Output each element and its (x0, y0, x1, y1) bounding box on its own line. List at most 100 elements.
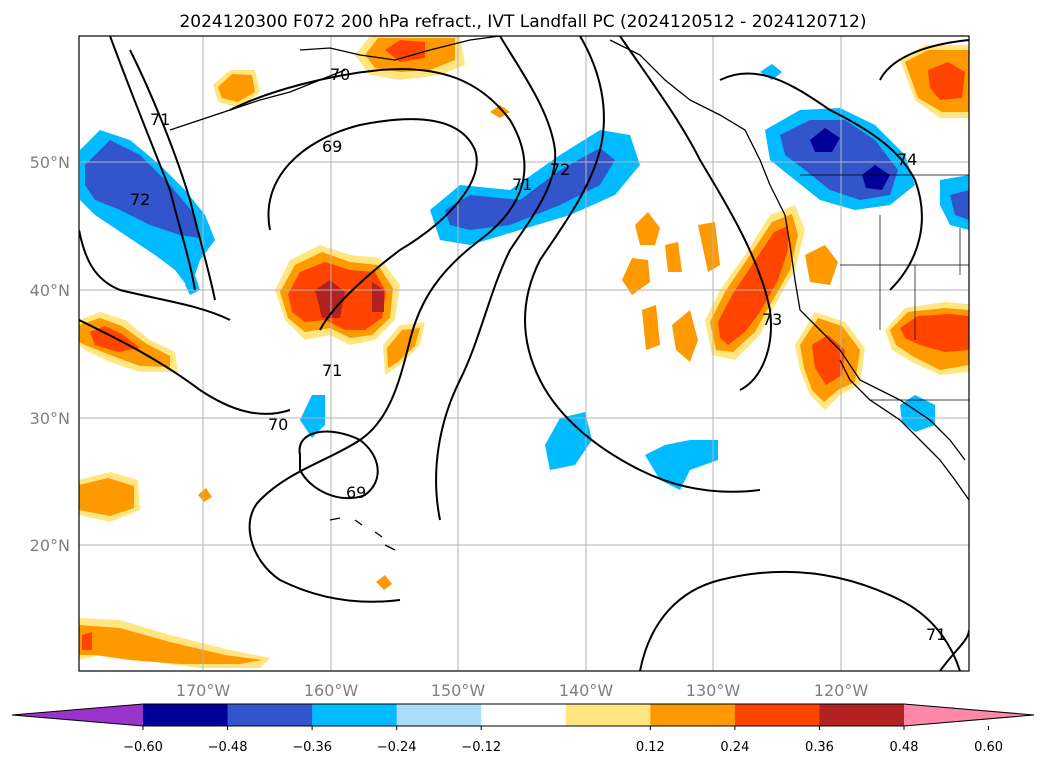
colorbar-bin (734, 704, 820, 726)
colorbar-bin (650, 704, 736, 726)
coastlines (169, 36, 969, 551)
colorbar-tick-label: −0.12 (461, 740, 501, 755)
shade-pos2-h (805, 245, 838, 285)
contour-label: 73 (762, 310, 782, 329)
lat-axis: 50°N 40°N 30°N 20°N (30, 153, 70, 555)
lon-tick-label: 140°W (559, 681, 614, 700)
border-states (840, 215, 969, 340)
colorbar-bin (143, 704, 229, 726)
shade-neg4-bc2 (862, 165, 890, 190)
shade-pos2-w2 (79, 478, 134, 516)
lat-tick-label: 40°N (30, 281, 70, 300)
contour-74 (719, 72, 923, 291)
contour-label: 71 (322, 361, 342, 380)
colorbar-tick-label: −0.36 (292, 740, 332, 755)
lat-tick-label: 50°N (30, 153, 70, 172)
shade-pos2-k (376, 575, 392, 590)
gridlines (79, 36, 969, 671)
shade-neg4-bc1 (810, 128, 840, 152)
shade-neg3-mid (445, 148, 615, 230)
shade-pos3-w3 (82, 632, 92, 650)
contour-label: 71 (150, 110, 170, 129)
colorbar-tick-label: 0.24 (720, 740, 749, 755)
lon-tick-label: 120°W (814, 681, 869, 700)
contour-label: 69 (346, 483, 366, 502)
shade-pos3-ne (928, 62, 965, 100)
coast-bc (609, 39, 786, 216)
coast-hawaii (329, 517, 396, 551)
contour-69 (267, 118, 478, 331)
lat-tick-label: 30°N (30, 409, 70, 428)
shade-pos3-ca (718, 226, 788, 345)
shade-pos2-f (642, 305, 660, 350)
shade-pos2-e (698, 222, 720, 272)
contour-label: 70 (268, 415, 288, 434)
shade-neg2-a (300, 395, 325, 438)
lon-axis: 170°W 160°W 150°W 140°W 130°W 120°W (176, 681, 869, 700)
colorbar-tick-label: 0.36 (805, 740, 834, 755)
ivt-shading (79, 36, 969, 668)
contour-72-nw (109, 36, 196, 291)
coast-baja (839, 359, 969, 501)
contour-72-mid (524, 36, 761, 493)
shade-neg2-c (645, 440, 718, 490)
colorbar-bin (396, 704, 482, 726)
colorbar-bin (481, 704, 567, 726)
shade-pos2-c (635, 212, 660, 245)
contour-71-se (639, 570, 961, 671)
lat-tick-label: 20°N (30, 536, 70, 555)
coast-alaska (299, 36, 501, 61)
shade-pos3-sw (900, 314, 969, 352)
shade-pos2-d (665, 242, 682, 272)
shade-pos2-w3 (79, 625, 262, 664)
shade-pos3-ak (385, 40, 425, 62)
shade-pos2-a (387, 328, 420, 368)
colorbar-bin (565, 704, 651, 726)
contour-label-layer: 71 72 70 69 71 72 74 71 70 69 73 71 (130, 65, 946, 644)
height-contours (79, 36, 969, 671)
contour-69b (298, 430, 379, 500)
colorbar-tick-label: 0.12 (636, 740, 665, 755)
lon-tick-label: 150°W (431, 681, 486, 700)
contour-label: 74 (897, 150, 917, 169)
borders (800, 174, 969, 401)
colorbar: −0.60 −0.48 −0.36 −0.24 −0.12 0.12 0.24 0.36 0.4… (11, 703, 1035, 755)
contour-label: 71 (926, 625, 946, 644)
colorbar-tick-label: −0.60 (123, 740, 163, 755)
colorbar-bin (227, 704, 313, 726)
contour-73 (619, 36, 772, 391)
map-frame (78, 35, 970, 672)
map-panel: 71 72 70 69 71 72 74 71 70 69 73 71 (78, 35, 970, 672)
shade-pos2-nw (218, 74, 255, 102)
contour-label: 71 (512, 175, 532, 194)
shade-neg2-b (545, 412, 592, 470)
lon-tick-label: 170°W (176, 681, 231, 700)
shade-pos2-g (672, 310, 698, 362)
contour-label: 70 (330, 65, 350, 84)
contour-71-nw (129, 49, 216, 301)
shade-neg2-d (900, 395, 935, 432)
contour-70-w (79, 319, 291, 415)
contour-70 (229, 68, 526, 603)
lon-tick-label: 160°W (304, 681, 359, 700)
colorbar-bin (819, 704, 905, 726)
shade-neg2-f (760, 64, 782, 80)
colorbar-tick-label: −0.48 (208, 740, 248, 755)
colorbar-tick-label: 0.60 (974, 740, 1003, 755)
shade-pos2-b2 (625, 262, 646, 290)
contour-71-mid (435, 36, 557, 521)
contour-label: 69 (322, 137, 342, 156)
colorbar-extend-high (904, 704, 1034, 726)
colorbar-bin (312, 704, 398, 726)
shade-neg3-east (950, 190, 969, 220)
coast-west-us (784, 214, 966, 461)
colorbar-tick-label: 0.48 (890, 740, 919, 755)
lon-tick-label: 130°W (686, 681, 741, 700)
figure-title: 2024120300 F072 200 hPa refract., IVT La… (179, 12, 866, 32)
colorbar-extend-low (12, 704, 143, 726)
shade-neg3-nw (85, 140, 200, 238)
contour-sw (79, 229, 231, 321)
colorbar-tick-label: −0.24 (377, 740, 417, 755)
contour-label: 72 (550, 160, 570, 179)
